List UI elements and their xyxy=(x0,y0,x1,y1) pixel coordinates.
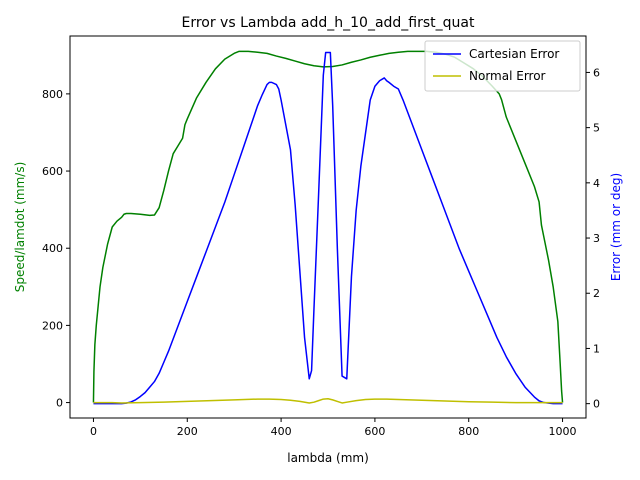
left-y-tick-label: 200 xyxy=(42,319,63,332)
x-tick-label: 200 xyxy=(177,425,198,438)
right-y-tick-label: 3 xyxy=(593,232,600,245)
right-y-tick-label: 1 xyxy=(593,342,600,355)
x-tick-label: 0 xyxy=(90,425,97,438)
x-tick-label: 600 xyxy=(364,425,385,438)
legend-label-normal-error: Normal Error xyxy=(469,69,546,83)
left-y-axis: 0 200 400 600 800 xyxy=(42,88,70,410)
right-y-axis: 0 1 2 3 4 5 6 xyxy=(586,66,600,411)
series-line-normal-error xyxy=(93,397,563,404)
x-tick-label: 400 xyxy=(271,425,292,438)
plot-frame xyxy=(69,35,587,419)
right-y-tick-label: 5 xyxy=(593,122,600,135)
x-axis: 0 200 400 600 800 1000 xyxy=(90,418,577,438)
series-line-cartesian-error xyxy=(93,51,563,405)
x-tick-label: 1000 xyxy=(549,425,577,438)
series-layer xyxy=(92,50,564,405)
right-y-tick-label: 2 xyxy=(593,287,600,300)
right-y-tick-label: 4 xyxy=(593,177,600,190)
left-y-tick-label: 800 xyxy=(42,88,63,101)
series-line-speed xyxy=(92,50,564,403)
chart-title: Error vs Lambda add_h_10_add_first_quat xyxy=(181,15,475,31)
x-axis-label: lambda (mm) xyxy=(287,451,369,465)
right-y-axis-label: Error (mm or deg) xyxy=(609,173,623,281)
legend-box xyxy=(424,40,581,92)
left-y-tick-label: 400 xyxy=(42,242,63,255)
right-y-tick-label: 6 xyxy=(593,66,600,79)
left-y-tick-label: 0 xyxy=(56,397,63,410)
right-y-tick-label: 0 xyxy=(593,398,600,411)
legend-label-cartesian-error: Cartesian Error xyxy=(469,47,559,61)
left-y-axis-label: Speed/lamdot (mm/s) xyxy=(13,162,27,293)
x-tick-label: 800 xyxy=(458,425,479,438)
left-y-tick-label: 600 xyxy=(42,165,63,178)
legend: Cartesian Error Normal Error xyxy=(424,40,581,92)
